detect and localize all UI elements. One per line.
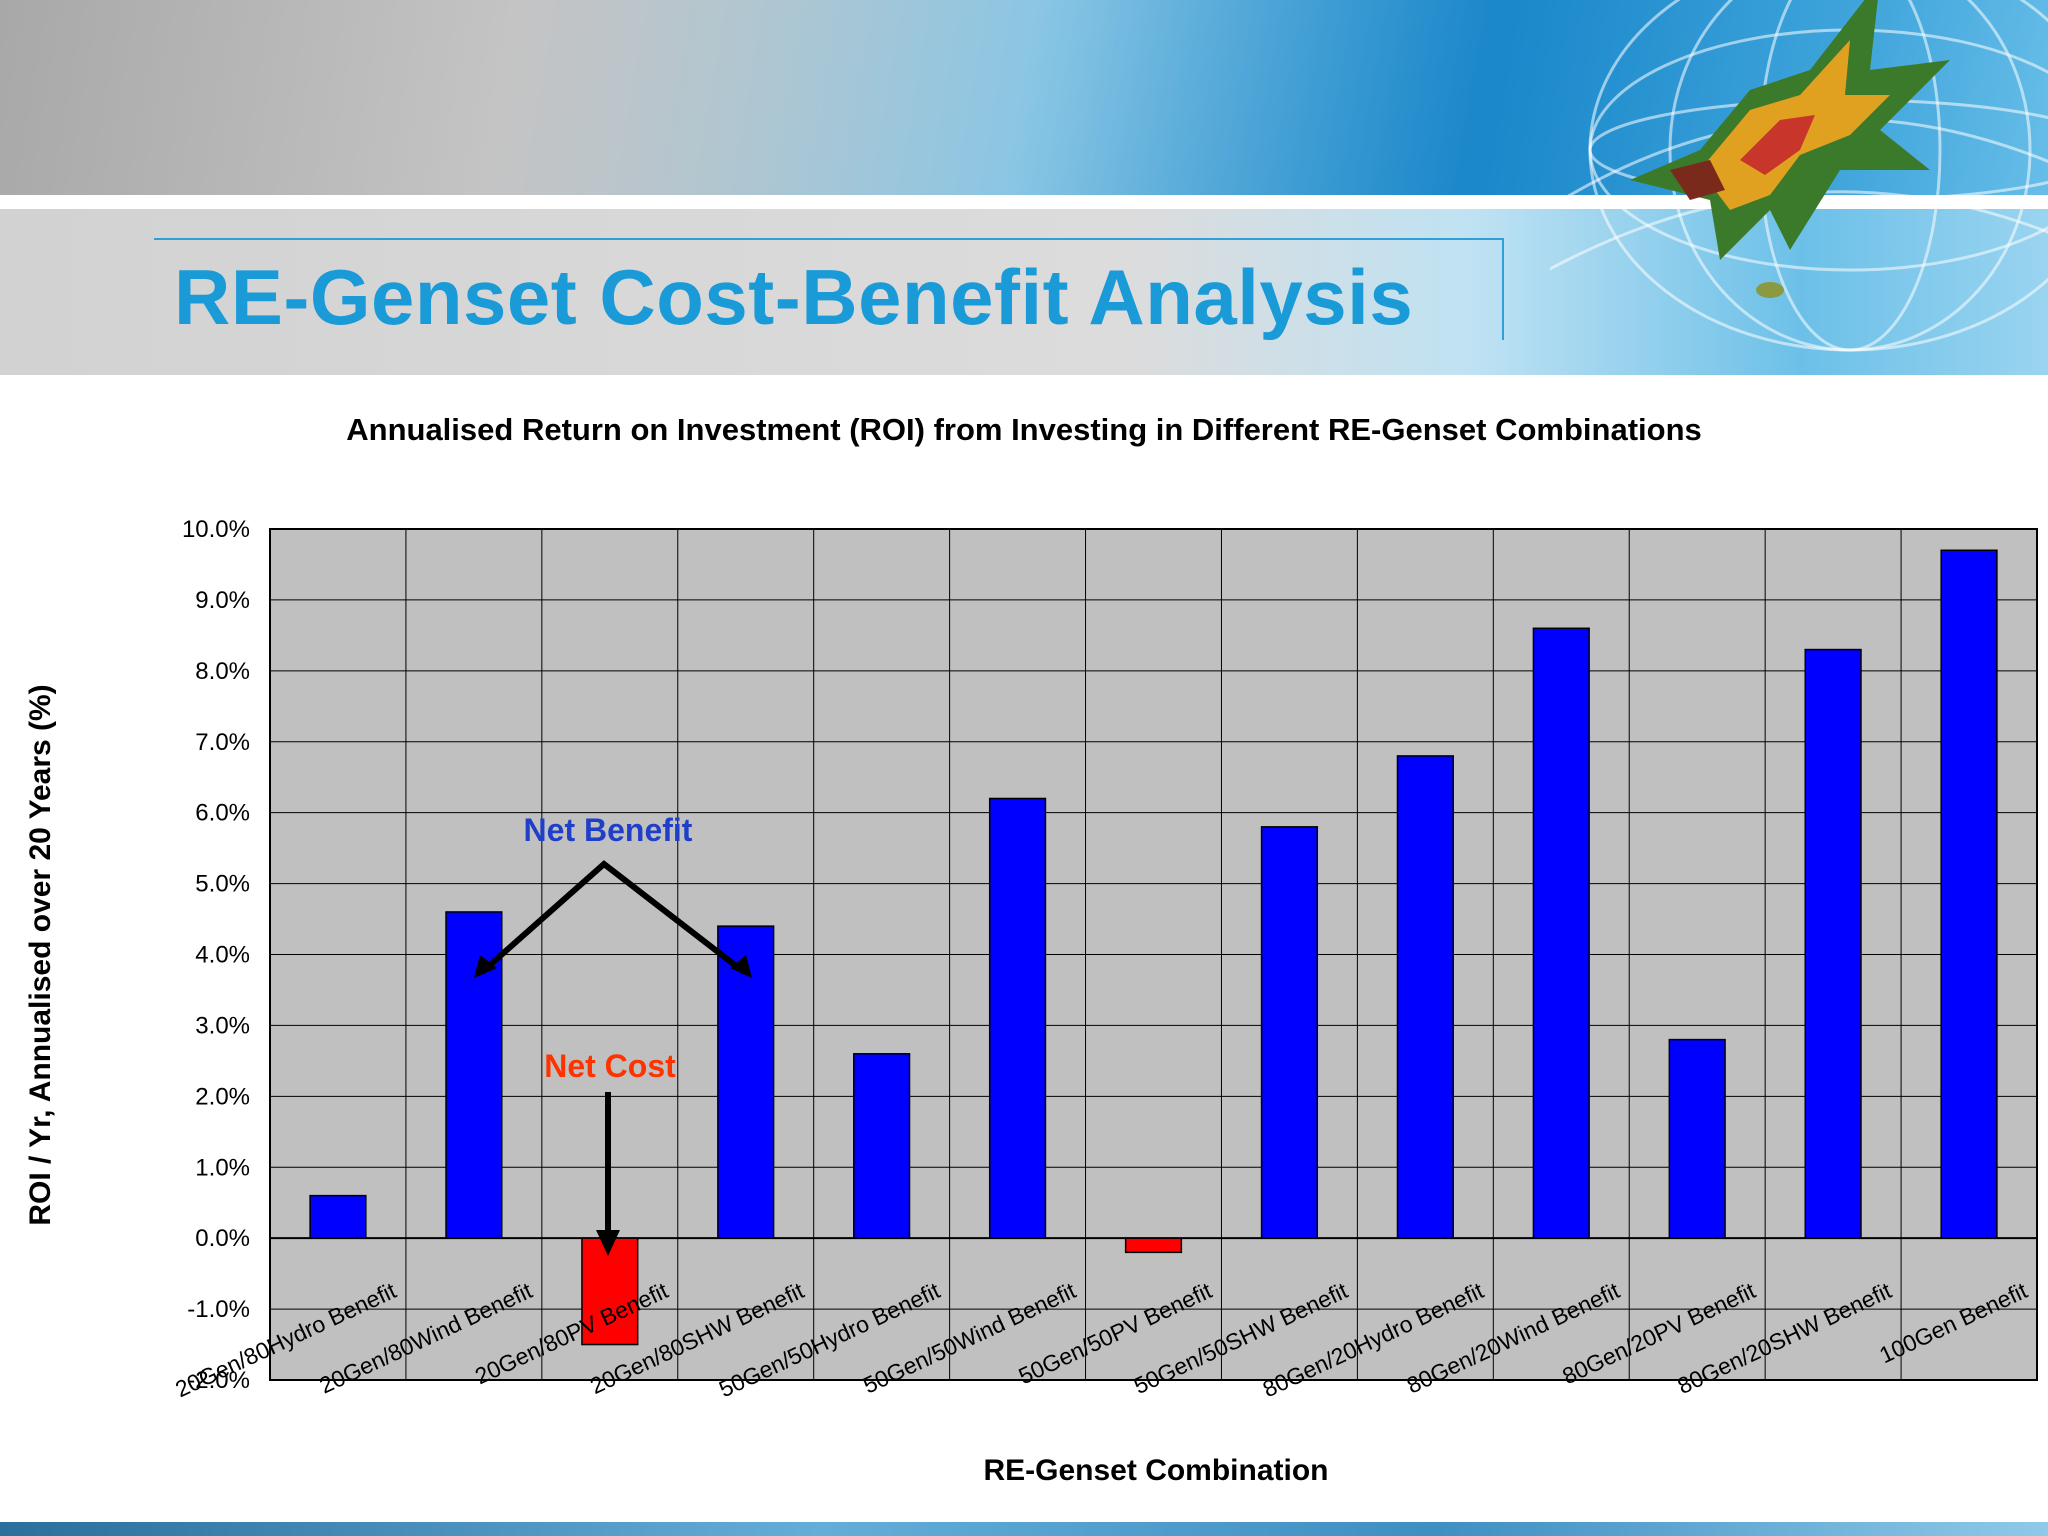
bar [717, 925, 775, 1239]
net-benefit-arrows [480, 860, 746, 975]
y-tick-label: 2.0% [195, 1083, 250, 1110]
x-axis-label: RE-Genset Combination [983, 1454, 1328, 1487]
bar [1124, 1237, 1183, 1254]
horizontal-gridlines [270, 528, 2037, 1381]
bar [988, 797, 1047, 1239]
arrowhead-right [730, 955, 752, 978]
y-tick-label: 1.0% [195, 1154, 250, 1181]
y-tick-label: 6.0% [195, 800, 250, 827]
y-tick-label: 3.0% [195, 1012, 250, 1039]
abstract-logo-icon [1630, 0, 1950, 298]
bar [1668, 1038, 1726, 1239]
bar [581, 1237, 639, 1346]
footer-band [0, 1522, 2048, 1536]
y-axis-label: ROI / Yr, Annualised over 20 Years (%) [24, 684, 57, 1225]
y-tick-label: -1.0% [187, 1296, 250, 1323]
arrowhead-left [474, 955, 497, 978]
y-tick-label: 9.0% [195, 587, 250, 614]
header-title-strip [0, 209, 2048, 375]
bar [1260, 826, 1319, 1239]
y-tick-label: 7.0% [195, 729, 250, 756]
bar [1940, 549, 1998, 1239]
slide-title: RE-Genset Cost-Benefit Analysis [174, 253, 1414, 341]
bar [1396, 755, 1454, 1239]
y-tick-label: 0.0% [195, 1225, 250, 1252]
y-tick-label: 4.0% [195, 942, 250, 969]
bar [1804, 648, 1862, 1239]
net-benefit-annotation: Net Benefit [524, 812, 693, 848]
bar [853, 1053, 911, 1239]
header-banner [0, 0, 2048, 375]
title-frame [154, 238, 1504, 340]
globe-lines-graphic [1550, 0, 2048, 352]
arrowhead-down [596, 1230, 620, 1256]
bar [1532, 627, 1590, 1239]
y-tick-label: 8.0% [195, 658, 250, 685]
bar [309, 1194, 367, 1239]
net-cost-annotation: Net Cost [544, 1048, 676, 1084]
roi-bar-chart: Annualised Return on Investment (ROI) fr… [24, 412, 2038, 1487]
bar-series [309, 549, 1998, 1346]
chart-title: Annualised Return on Investment (ROI) fr… [346, 412, 1702, 447]
y-axis-tick-labels: 10.0% 9.0% 8.0% 7.0% 6.0% 5.0% 4.0% 3.0% 2.0% 1.0… [182, 516, 250, 1394]
y-tick-label: 5.0% [195, 871, 250, 898]
header-divider-stripe [0, 195, 2048, 209]
y-tick-label: 10.0% [182, 516, 250, 543]
y-tick-label: -2.0% [187, 1367, 250, 1394]
